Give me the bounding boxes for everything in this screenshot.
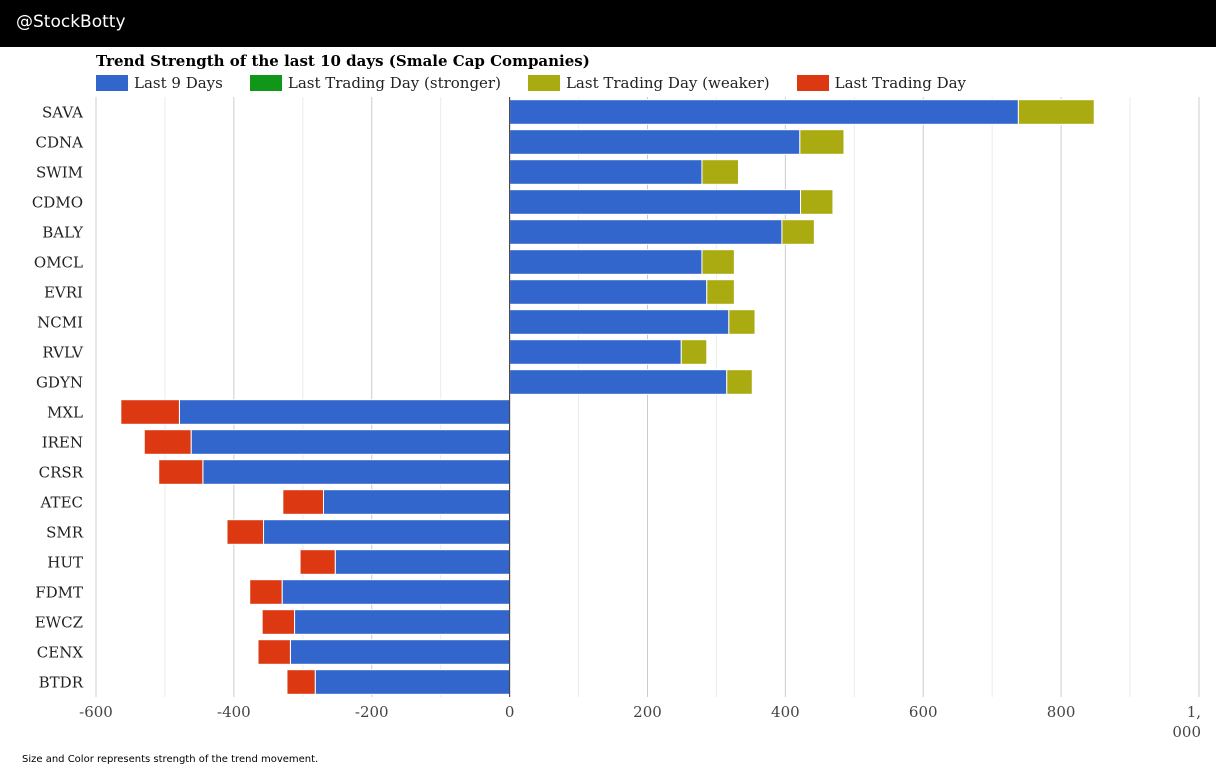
bar-segment — [509, 129, 801, 155]
bar-segment — [249, 579, 283, 605]
legend-swatch — [249, 75, 282, 91]
chart-legend: Last 9 Days Last Trading Day (stronger) … — [96, 74, 993, 92]
y-tick-label: IREN — [42, 434, 83, 452]
legend-label: Last 9 Days — [134, 74, 223, 92]
bar-segment — [680, 339, 708, 365]
bar-segment — [282, 489, 324, 515]
legend-swatch — [527, 75, 560, 91]
y-tick-label: OMCL — [34, 254, 83, 272]
bar-segment — [202, 459, 511, 485]
bar-segment — [701, 159, 739, 185]
legend-label: Last Trading Day (weaker) — [565, 74, 770, 92]
bar-segment — [728, 309, 756, 335]
legend-item-last-trading-day-weaker[interactable]: Last Trading Day (weaker) — [527, 74, 770, 92]
y-tick-label: CDMO — [32, 194, 83, 212]
bar-segment — [509, 189, 802, 215]
bar-segment — [120, 399, 180, 425]
x-tick-label: 400 — [771, 703, 800, 721]
bar-segment — [281, 579, 511, 605]
y-tick-label: SAVA — [42, 104, 83, 122]
x-tick-label: 0 — [505, 703, 515, 721]
bar-segment — [190, 429, 511, 455]
bar-segment — [294, 609, 511, 635]
bar-segment — [226, 519, 265, 545]
bar-segment — [314, 669, 511, 695]
bar-segment — [178, 399, 511, 425]
y-tick-label: SWIM — [36, 164, 83, 182]
bar-segment — [158, 459, 204, 485]
bar-segment — [706, 279, 735, 305]
bar-segment — [261, 609, 296, 635]
bar-segment — [299, 549, 336, 575]
x-tick-label: -200 — [355, 703, 389, 721]
bar-segment — [1017, 99, 1095, 125]
bar-segment — [289, 639, 511, 665]
bar-segment — [701, 249, 735, 275]
x-tick-label: -400 — [217, 703, 251, 721]
chart-footnote: Size and Color represents strength of th… — [22, 754, 319, 765]
y-tick-label: FDMT — [35, 584, 83, 602]
legend-item-last-9-days[interactable]: Last 9 Days — [96, 74, 223, 92]
y-tick-label: HUT — [47, 554, 83, 572]
y-tick-label: SMR — [46, 524, 84, 542]
y-tick-label: GDYN — [36, 374, 83, 392]
x-tick-label: 800 — [1047, 703, 1076, 721]
y-tick-label: CRSR — [39, 464, 84, 482]
legend-label: Last Trading Day (stronger) — [287, 74, 501, 92]
bar-segment — [322, 489, 511, 515]
bar-segment — [263, 519, 511, 545]
bar-segment — [509, 279, 708, 305]
x-tick-label: 1, 000 — [1172, 703, 1201, 741]
bar-segment — [257, 639, 291, 665]
bar-segment — [799, 129, 845, 155]
legend-item-last-trading-day-stronger[interactable]: Last Trading Day (stronger) — [249, 74, 501, 92]
legend-label: Last Trading Day — [834, 74, 967, 92]
y-tick-label: CDNA — [36, 134, 84, 152]
chart-title: Trend Strength of the last 10 days (Smal… — [96, 52, 590, 70]
y-tick-label: RVLV — [42, 344, 84, 362]
legend-item-last-trading-day[interactable]: Last Trading Day — [796, 74, 967, 92]
bar-segment — [726, 369, 753, 395]
bar-segment — [509, 99, 1019, 125]
bar-segment — [143, 429, 192, 455]
account-handle: @StockBotty — [16, 12, 126, 32]
bar-segment — [509, 159, 703, 185]
x-tick-label: -600 — [79, 703, 113, 721]
bar-segment — [781, 219, 815, 245]
bar-segment — [334, 549, 511, 575]
bar-segment — [509, 219, 783, 245]
bar-segment — [509, 369, 728, 395]
top-bar: @StockBotty — [0, 0, 1216, 47]
legend-swatch — [96, 75, 128, 91]
x-tick-label: 200 — [633, 703, 662, 721]
y-tick-label: EVRI — [44, 284, 83, 302]
y-tick-label: NCMI — [37, 314, 83, 332]
y-tick-label: EWCZ — [35, 614, 83, 632]
legend-swatch — [796, 75, 829, 91]
y-tick-label: ATEC — [40, 494, 83, 512]
y-tick-label: MXL — [47, 404, 83, 422]
bar-segment — [509, 339, 682, 365]
y-tick-label: BTDR — [39, 674, 84, 692]
x-tick-label: 600 — [909, 703, 938, 721]
bar-segment — [800, 189, 834, 215]
y-tick-label: BALY — [42, 224, 84, 242]
y-tick-label: CENX — [37, 644, 84, 662]
bar-segment — [509, 249, 703, 275]
bar-segment — [286, 669, 316, 695]
bar-segment — [509, 309, 730, 335]
